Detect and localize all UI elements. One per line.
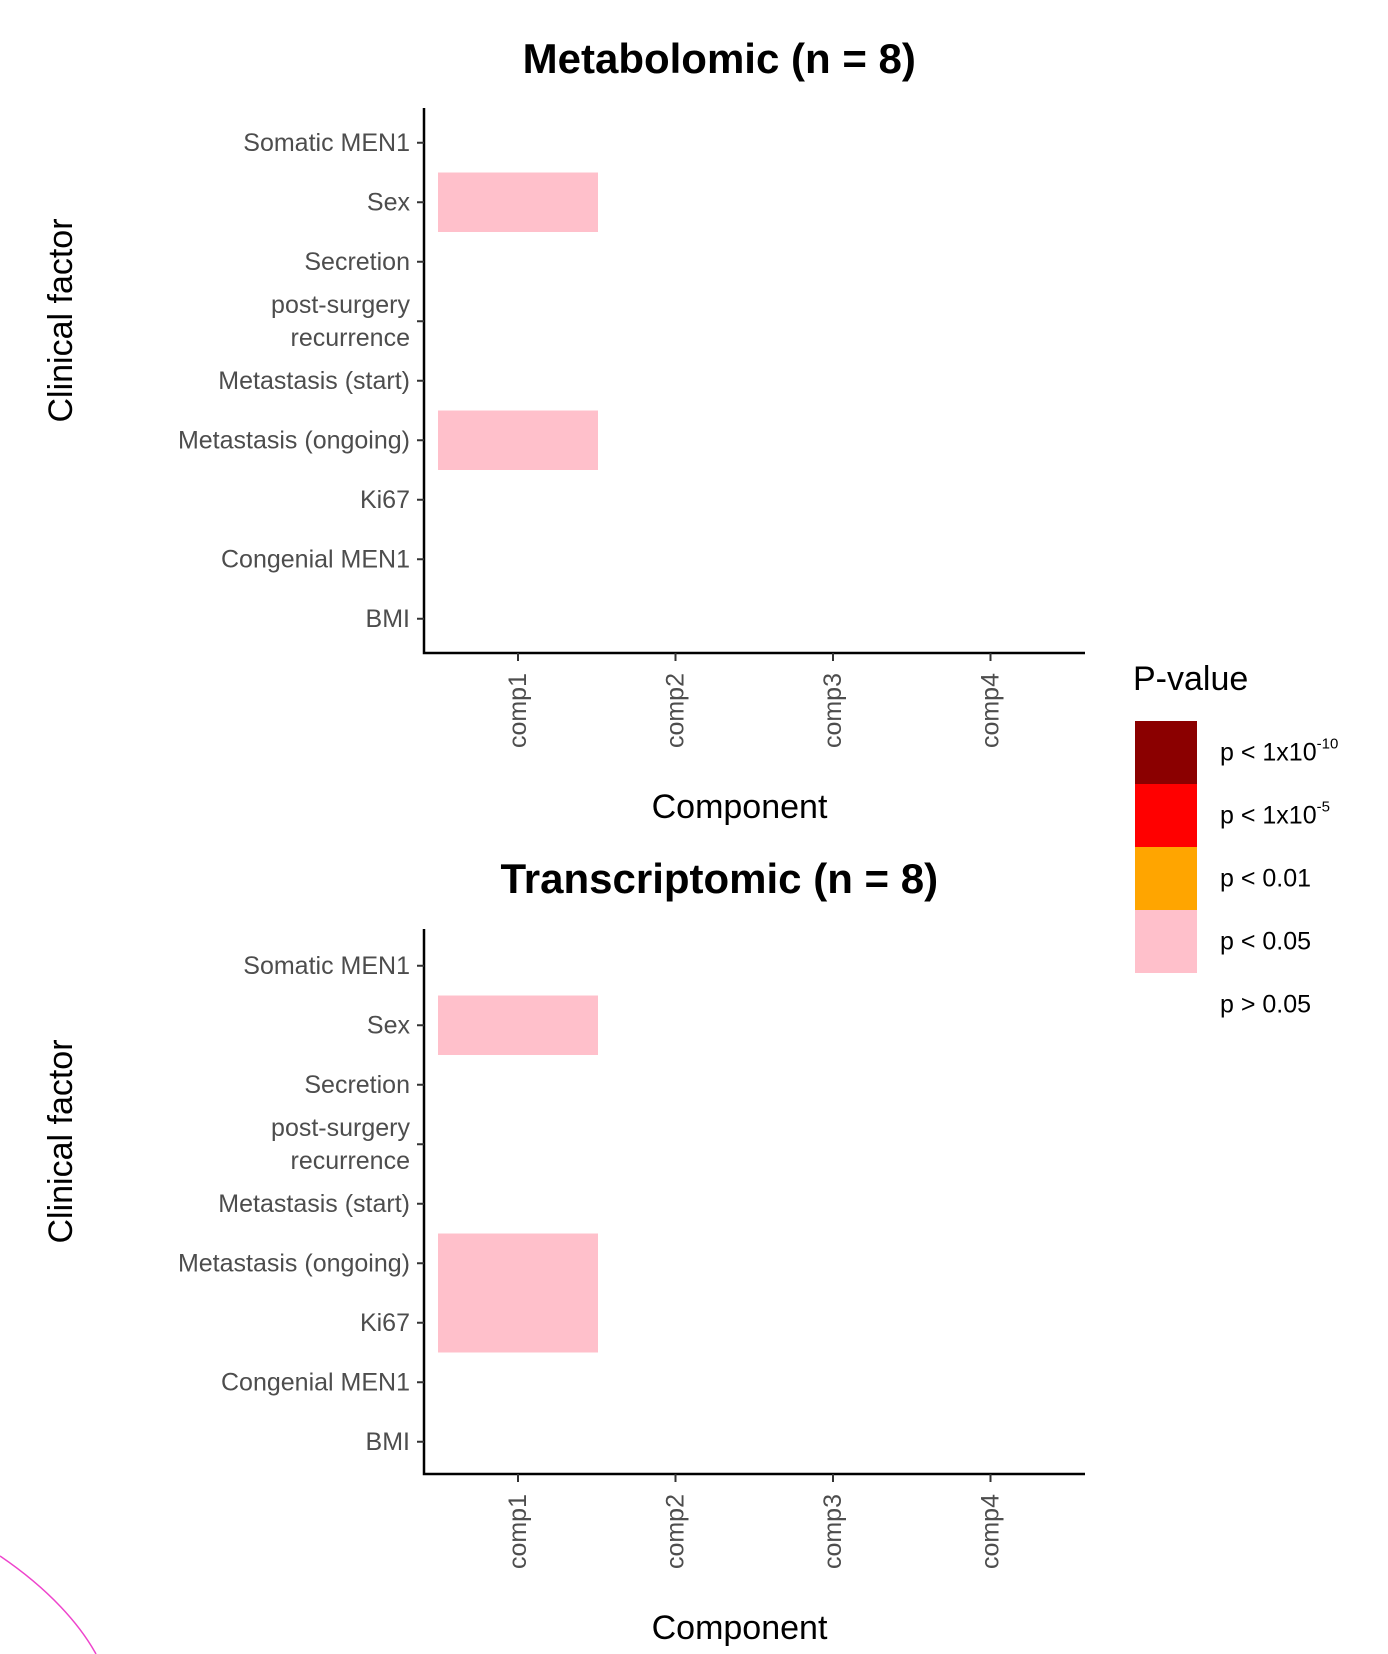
chart-title: Metabolomic (n = 8) bbox=[523, 35, 916, 82]
heatmap-cell-comp1-metastasis-ongoing bbox=[438, 1233, 598, 1293]
chart-title: Transcriptomic (n = 8) bbox=[500, 855, 938, 902]
y-tick-label-somatic-men1: Somatic MEN1 bbox=[243, 129, 410, 157]
x-tick-label-comp1: comp1 bbox=[504, 673, 532, 748]
x-tick-label-comp4: comp4 bbox=[977, 673, 1005, 748]
y-tick-label-metastasis-start: Metastasis (start) bbox=[218, 367, 410, 395]
y-tick-label-somatic-men1: Somatic MEN1 bbox=[243, 952, 410, 980]
decorative-pink-arc bbox=[0, 1555, 97, 1654]
y-tick-label-secretion: Secretion bbox=[304, 248, 410, 276]
legend-title: P-value bbox=[1133, 660, 1248, 698]
y-tick-label-secretion: Secretion bbox=[304, 1071, 410, 1099]
y-axis-title: Clinical factor bbox=[42, 1039, 80, 1243]
x-tick-label-comp1: comp1 bbox=[504, 1494, 532, 1569]
pvalue-legend: P-value p < 1x10-10 p < 1x10-5 p < 0.01 p < … bbox=[1133, 660, 1338, 1036]
y-tick-label-congenial-men1: Congenial MEN1 bbox=[221, 1368, 410, 1396]
heatmap-cell-comp1-sex bbox=[438, 995, 598, 1055]
legend-label-p-0-05: p < 0.05 bbox=[1220, 928, 1311, 956]
y-tick-label-bmi: BMI bbox=[366, 1428, 410, 1456]
y-tick-label-ki67: Ki67 bbox=[360, 486, 410, 514]
y-tick-label-ki67: Ki67 bbox=[360, 1309, 410, 1337]
legend-key-p-0-01 bbox=[1135, 847, 1197, 910]
legend-key-p-1x10-5 bbox=[1135, 784, 1197, 847]
x-tick-label-comp3: comp3 bbox=[819, 673, 847, 748]
y-tick-label-sex: Sex bbox=[367, 188, 411, 216]
legend-key-p-1x10-10 bbox=[1135, 721, 1197, 784]
y-tick-label-metastasis-ongoing: Metastasis (ongoing) bbox=[178, 426, 410, 454]
metabolomic-panel: Metabolomic (n = 8) Somatic MEN1 Sex Secret… bbox=[42, 35, 1085, 826]
axis-lines bbox=[422, 929, 1085, 1476]
y-tick-label-metastasis-start: Metastasis (start) bbox=[218, 1190, 410, 1218]
y-tick-label-post-surgery-recurrence: post-surgery recurrence bbox=[271, 291, 410, 352]
heatmap-cell-comp1-sex bbox=[438, 172, 598, 232]
x-tick-label-comp4: comp4 bbox=[977, 1494, 1005, 1569]
x-axis-title: Component bbox=[652, 1609, 828, 1647]
heatmap-cell-comp1-ki67 bbox=[438, 1293, 598, 1353]
x-tick-label-comp2: comp2 bbox=[662, 673, 690, 748]
y-tick-label-metastasis-ongoing: Metastasis (ongoing) bbox=[178, 1249, 410, 1277]
legend-key-p-0-05 bbox=[1135, 910, 1197, 973]
transcriptomic-panel: Transcriptomic (n = 8) Somatic MEN1 Sex Sec… bbox=[42, 855, 1085, 1647]
y-tick-label-post-surgery-recurrence: post-surgery recurrence bbox=[271, 1114, 410, 1175]
y-tick-label-sex: Sex bbox=[367, 1011, 411, 1039]
legend-label-p-1x10-5: p < 1x10-5 bbox=[1220, 798, 1330, 830]
legend-label-p-0-01: p < 0.01 bbox=[1220, 865, 1311, 893]
axis-lines bbox=[422, 108, 1085, 655]
x-tick-label-comp2: comp2 bbox=[662, 1494, 690, 1569]
heatmap-cell-comp1-metastasis-ongoing bbox=[438, 410, 598, 470]
y-tick-label-bmi: BMI bbox=[366, 605, 410, 633]
legend-label-p-0-05: p > 0.05 bbox=[1220, 991, 1311, 1019]
x-axis-title: Component bbox=[652, 788, 828, 826]
x-tick-label-comp3: comp3 bbox=[819, 1494, 847, 1569]
legend-label-p-1x10-10: p < 1x10-10 bbox=[1220, 735, 1338, 767]
legend-key-p-0-05 bbox=[1135, 973, 1197, 1036]
y-tick-label-congenial-men1: Congenial MEN1 bbox=[221, 545, 410, 573]
y-axis-title: Clinical factor bbox=[42, 218, 80, 422]
